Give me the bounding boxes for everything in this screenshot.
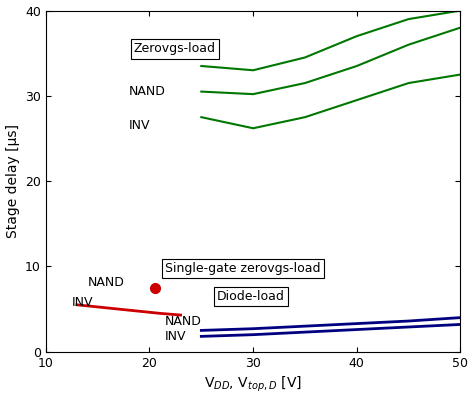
- Text: NAND: NAND: [87, 276, 124, 289]
- Text: Diode-load: Diode-load: [217, 290, 285, 303]
- Text: INV: INV: [72, 296, 93, 309]
- Text: Zerovgs-load: Zerovgs-load: [134, 42, 216, 56]
- Y-axis label: Stage delay [µs]: Stage delay [µs]: [6, 124, 19, 238]
- Text: NAND: NAND: [129, 85, 165, 98]
- Text: NAND: NAND: [165, 315, 202, 328]
- Text: Single-gate zerovgs-load: Single-gate zerovgs-load: [165, 262, 320, 275]
- Text: INV: INV: [129, 119, 150, 132]
- X-axis label: V$_{DD}$, V$_{top,D}$ [V]: V$_{DD}$, V$_{top,D}$ [V]: [204, 375, 302, 394]
- Text: INV: INV: [165, 330, 187, 343]
